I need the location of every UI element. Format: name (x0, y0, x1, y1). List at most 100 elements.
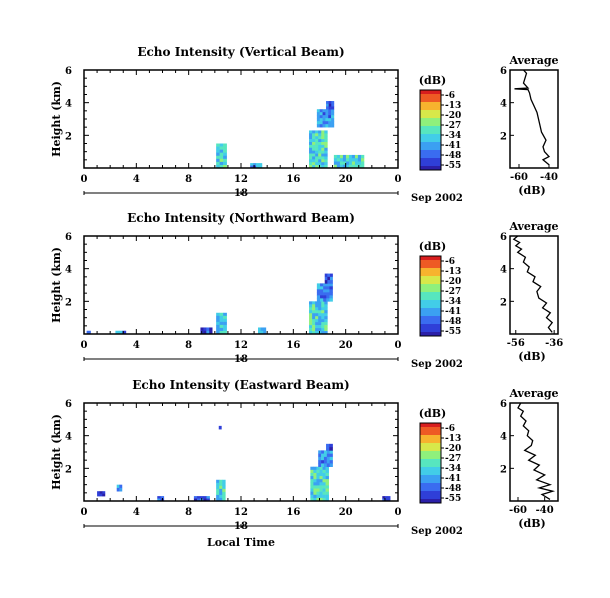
echo-cell (320, 289, 324, 293)
echo-cell (219, 318, 224, 323)
colorbar-cell (420, 443, 441, 446)
echo-cell (216, 312, 220, 317)
month-label: Sep 2002 (411, 359, 463, 370)
colorbar-cell (420, 447, 441, 450)
echo-cell (318, 147, 322, 151)
average-y-tick-label: 4 (500, 265, 507, 276)
echo-cell (325, 112, 329, 116)
echo-cell (321, 319, 325, 323)
echo-cell (324, 133, 328, 137)
echo-cell (318, 313, 322, 317)
echo-cell (348, 164, 353, 169)
echo-cell (206, 327, 210, 332)
month-label: Sep 2002 (411, 526, 463, 537)
echo-cell (318, 156, 322, 160)
echo-cell (321, 130, 325, 134)
echo-cell (345, 161, 350, 166)
echo-cell (157, 496, 161, 499)
echo-cell (319, 494, 323, 499)
echo-cell (318, 150, 322, 154)
echo-cell (319, 124, 323, 128)
echo-cell (313, 469, 317, 474)
colorbar-cell (420, 162, 441, 165)
echo-cell (216, 494, 220, 499)
echo-cell (309, 301, 313, 305)
echo-cell (310, 488, 314, 492)
echo-cell (216, 146, 220, 150)
echo-cell (324, 150, 328, 154)
colorbar-tick-label: -27 (445, 287, 461, 297)
x-tick-label: 0 (81, 340, 88, 351)
colorbar-cell (420, 437, 441, 440)
echo-cell (328, 124, 332, 128)
colorbar-cell (420, 96, 441, 99)
echo-cell (312, 133, 316, 137)
echo-cell (325, 121, 329, 125)
average-y-tick-label: 4 (500, 99, 507, 110)
echo-cell (315, 313, 319, 317)
colorbar-cell (420, 286, 441, 289)
echo-cell (384, 496, 388, 499)
echo-cell (324, 316, 328, 320)
echo-cell (258, 165, 263, 169)
colorbar-cell (420, 136, 441, 139)
echo-cell (319, 485, 323, 489)
echo-cell (315, 144, 319, 149)
echo-cell (325, 494, 329, 499)
echo-cell (312, 304, 316, 308)
colorbar-cell (420, 138, 441, 141)
echo-cell (316, 289, 321, 293)
echo-cell (157, 498, 161, 502)
echo-cell (309, 136, 313, 140)
echo-cell (324, 139, 328, 143)
echo-cell (331, 103, 335, 107)
colorbar-tick-label: -13 (445, 101, 461, 111)
echo-cell (309, 304, 313, 308)
echo-cell (309, 313, 313, 317)
colorbar-tick-label: -41 (445, 141, 461, 151)
echo-cell (319, 479, 323, 483)
colorbar-cell (420, 312, 441, 315)
x-tick-label: 8 (185, 174, 192, 185)
x-tick-label: 0 (395, 174, 402, 185)
echo-region (326, 101, 335, 110)
colorbar-cell (420, 324, 441, 327)
echo-cell (203, 498, 207, 502)
echo-cell (321, 144, 325, 149)
x-tick-label: 8 (185, 340, 192, 351)
echo-region (216, 312, 227, 335)
echo-cell (325, 469, 329, 474)
echo-cell (324, 307, 328, 311)
colorbar-cell (420, 256, 441, 259)
echo-cell (222, 497, 226, 502)
echo-cell (223, 161, 227, 166)
echo-cell (318, 130, 322, 134)
colorbar-cell (420, 445, 441, 448)
echo-cell (321, 136, 325, 140)
echo-cell (324, 144, 328, 149)
echo-cell (116, 487, 120, 492)
average-y-tick-label: 2 (500, 131, 507, 142)
echo-cell (318, 322, 322, 326)
colorbar-cell (420, 499, 441, 502)
colorbar-tick-label: -34 (445, 464, 461, 474)
echo-cell (315, 159, 319, 163)
echo-cell (318, 316, 322, 320)
colorbar-tick-label: -20 (445, 444, 461, 454)
y-tick-label: 4 (65, 432, 72, 443)
echo-cell (223, 312, 227, 317)
echo-cell (325, 479, 329, 483)
echo-cell (310, 476, 314, 480)
echo-cell (319, 472, 323, 477)
echo-cell (329, 447, 333, 451)
echo-cell (312, 136, 316, 140)
echo-cell (328, 121, 332, 125)
echo-cell (216, 155, 220, 160)
x-tick-label: 12 (234, 340, 248, 351)
echo-cell (323, 286, 327, 290)
echo-cell (119, 487, 123, 492)
echo-cell (223, 330, 227, 335)
echo-cell (331, 101, 335, 105)
echo-cell (318, 133, 322, 137)
echo-cell (322, 488, 326, 492)
